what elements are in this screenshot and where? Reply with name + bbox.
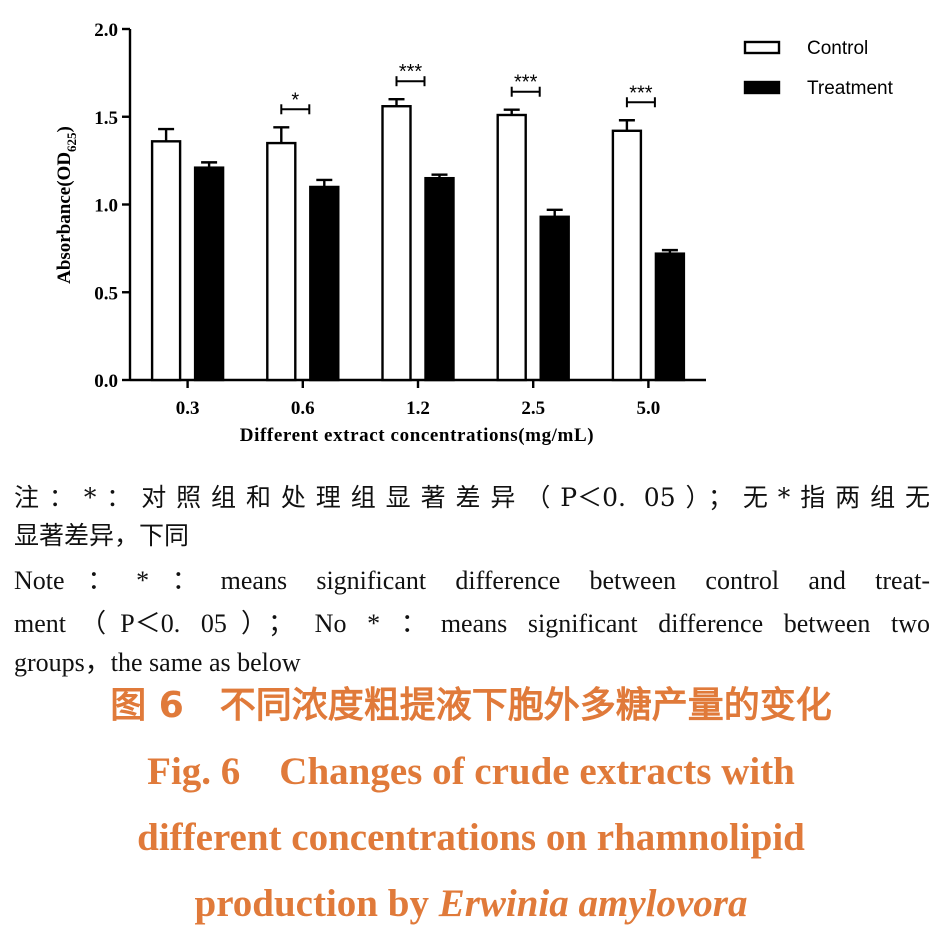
bar-chart: Absorbance(OD625) Different extract conc… [0,0,942,450]
bar-treatment [193,166,225,382]
figure-caption-english-line-3-prefix: production by [194,882,439,925]
bar-control [496,113,527,382]
bar-treatment [309,185,340,382]
note-english-line-1: Note：*：means significant difference betw… [14,566,930,595]
legend-label-control: Control [807,38,868,59]
x-tick-label: 0.6 [291,398,315,419]
y-tick-label: 0.5 [94,283,118,304]
bar-treatment [654,252,686,382]
y-axis-title-main: Absorbance(OD [54,152,75,284]
legend-label-treatment: Treatment [807,78,894,99]
note-english-line-2: ment（P＜0. 05）； No * ：means significant d… [14,609,930,638]
bar-control [381,105,412,382]
svg-text:Absorbance(OD625): Absorbance(OD625) [54,126,79,284]
x-tick-label: 5.0 [637,398,661,419]
bar-treatment [539,215,570,382]
species-name: Erwinia amylovora [438,882,748,925]
note-chinese-line-1: 注：*：对照组和处理组显著差异（P＜0. 05）；无*指两组无 [14,483,930,512]
legend-swatch-control [743,40,781,55]
bar-control [150,140,182,382]
bar-treatment [424,176,455,382]
y-axis-title: Absorbance(OD625) [54,126,79,284]
figure-caption-chinese: 图 6 不同浓度粗提液下胞外多糖产量的变化 [110,685,832,726]
significance-marker: *** [629,82,653,104]
note-english-line-3: groups，the same as below [14,648,301,677]
y-tick-label: 1.0 [94,196,118,217]
figure-caption-english-line-2: different concentrations on rhamnolipid [137,816,805,859]
chart-svg: Absorbance(OD625) Different extract conc… [54,20,894,446]
plot-area: 0.0 0.5 1.0 1.5 2.0 0.3 0.6 * 1.2 *** 2.5 *** 5.0 *** [94,20,706,419]
significance-marker: *** [514,72,538,94]
y-tick-label: 1.5 [94,108,118,129]
y-axis-title-suffix: ) [54,126,75,132]
y-tick-label: 2.0 [94,20,118,41]
significance-marker: *** [399,61,423,83]
x-axis-title: Different extract concentrations(mg/mL) [240,425,594,446]
x-tick-label: 0.3 [176,398,200,419]
figure-caption-english-line-3: production by Erwinia amylovora [0,880,942,928]
y-tick-label: 0.0 [94,371,118,392]
significance-marker: * [291,89,299,111]
figure-caption-english-line-1: Fig. 6 Changes of crude extracts with [147,750,795,793]
legend-swatch-treatment [743,80,781,95]
note-chinese-line-2: 显著差异，下同 [14,521,190,550]
y-axis-title-subscript: 625 [64,132,79,152]
x-tick-label: 1.2 [406,398,430,419]
x-tick-label: 2.5 [521,398,545,419]
legend: Control Treatment [743,38,894,99]
bar-control [611,129,643,382]
bar-control [266,141,297,382]
